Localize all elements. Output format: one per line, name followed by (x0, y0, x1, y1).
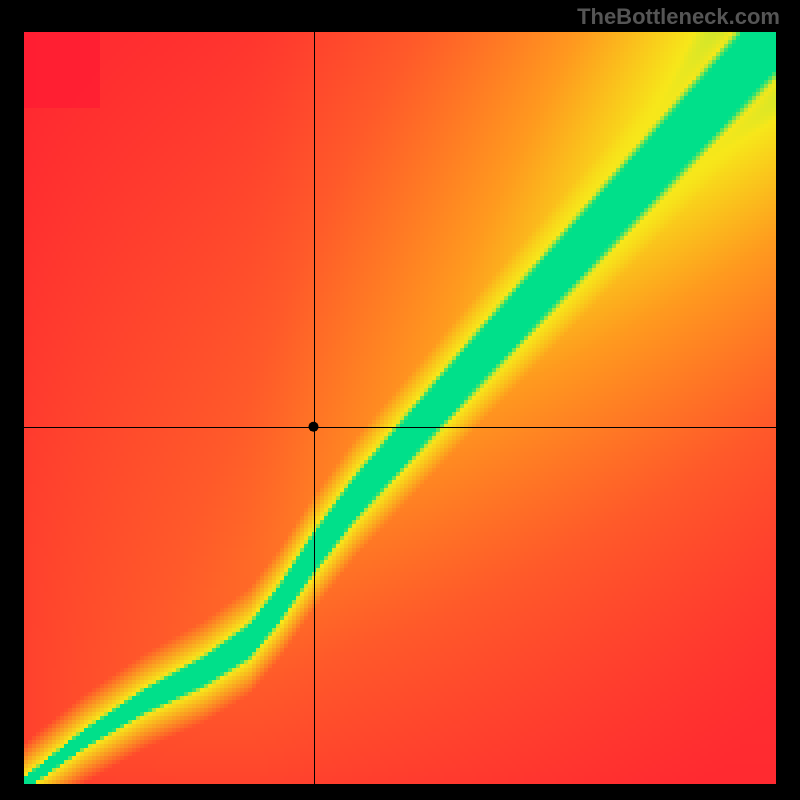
bottleneck-heatmap (24, 32, 776, 784)
chart-container: TheBottleneck.com (0, 0, 800, 800)
watermark-text: TheBottleneck.com (577, 4, 780, 30)
